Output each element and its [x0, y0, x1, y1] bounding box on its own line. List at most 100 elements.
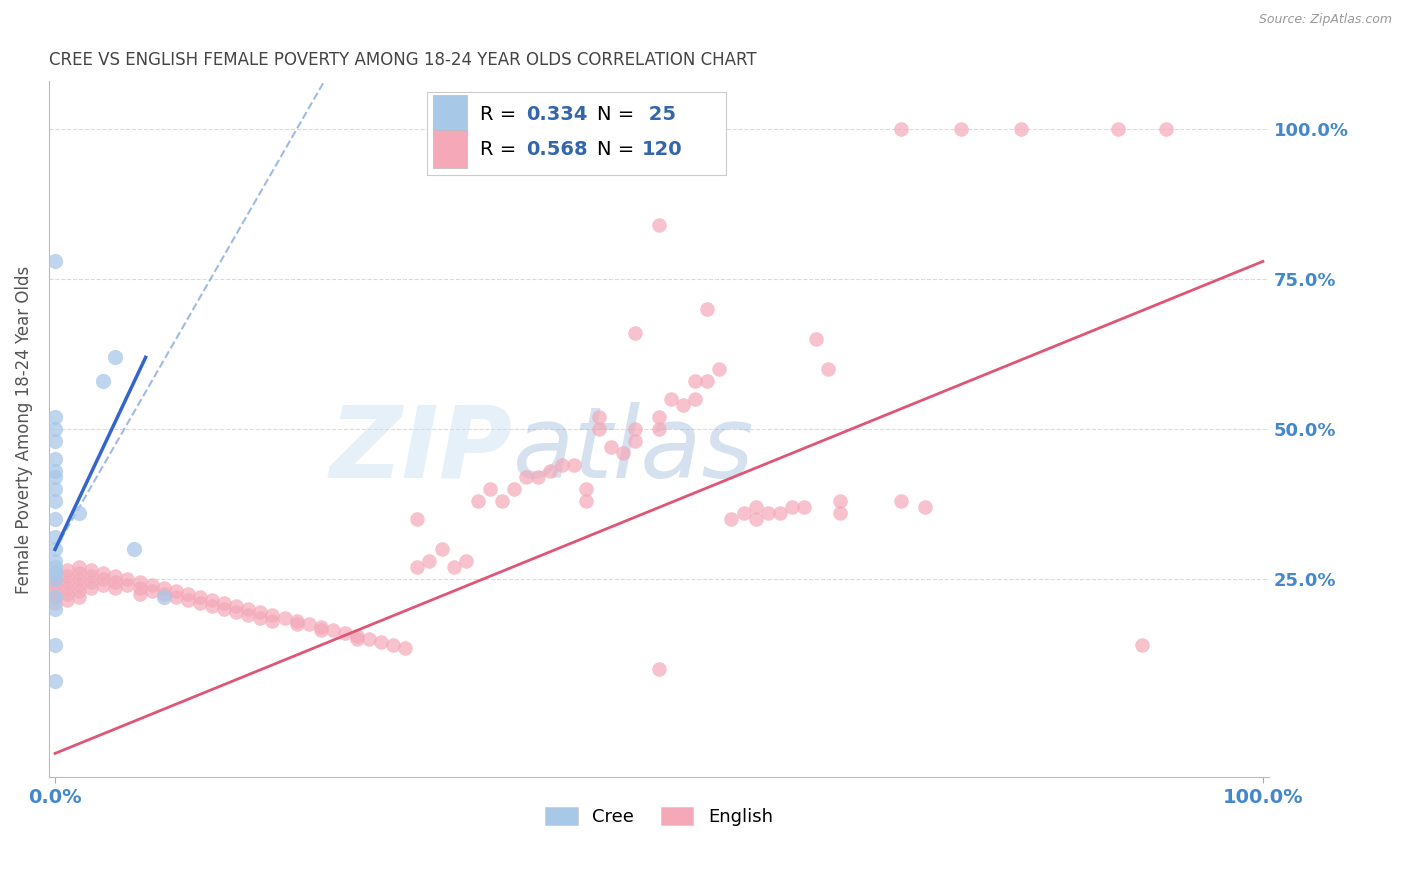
Point: [44, 542, 66, 557]
Point: [949, 122, 972, 136]
Point: [273, 611, 295, 625]
Point: [599, 441, 621, 455]
Point: [165, 591, 187, 605]
Point: [104, 351, 127, 365]
Point: [225, 606, 247, 620]
Point: [238, 608, 260, 623]
Point: [80, 563, 103, 577]
Point: [44, 674, 66, 689]
Point: [696, 375, 718, 389]
Point: [830, 494, 852, 508]
Point: [262, 608, 284, 623]
Point: [56, 575, 79, 590]
Point: [67, 507, 90, 521]
Point: [333, 626, 356, 640]
Text: N =: N =: [596, 140, 640, 159]
Point: [128, 575, 150, 590]
Y-axis label: Female Poverty Among 18-24 Year Olds: Female Poverty Among 18-24 Year Olds: [15, 265, 32, 593]
Point: [720, 512, 742, 526]
Point: [623, 326, 645, 341]
Point: [623, 434, 645, 449]
Point: [80, 582, 103, 596]
Point: [44, 566, 66, 581]
Point: [406, 512, 429, 526]
Point: [285, 617, 308, 632]
Point: [564, 458, 586, 473]
FancyBboxPatch shape: [433, 130, 467, 169]
Point: [165, 584, 187, 599]
Point: [44, 494, 66, 508]
Point: [454, 554, 477, 568]
Point: [322, 624, 344, 638]
Point: [141, 584, 163, 599]
Point: [659, 392, 682, 407]
Point: [793, 500, 815, 515]
Point: [104, 582, 127, 596]
Point: [104, 575, 127, 590]
Point: [67, 573, 90, 587]
Point: [152, 587, 174, 601]
Point: [709, 362, 731, 376]
Text: CREE VS ENGLISH FEMALE POVERTY AMONG 18-24 YEAR OLDS CORRELATION CHART: CREE VS ENGLISH FEMALE POVERTY AMONG 18-…: [49, 51, 756, 69]
Point: [575, 483, 598, 497]
Point: [177, 593, 200, 607]
Text: 120: 120: [643, 140, 682, 159]
Point: [44, 464, 66, 478]
Point: [56, 563, 79, 577]
Text: ZIP: ZIP: [329, 401, 513, 499]
Point: [515, 470, 537, 484]
Point: [122, 542, 145, 557]
Point: [56, 569, 79, 583]
Point: [1010, 122, 1032, 136]
Point: [769, 507, 792, 521]
Point: [67, 566, 90, 581]
Point: [683, 375, 706, 389]
Point: [44, 566, 66, 581]
Point: [128, 587, 150, 601]
Point: [817, 362, 839, 376]
Point: [1130, 639, 1153, 653]
Point: [467, 494, 489, 508]
Point: [503, 483, 526, 497]
Point: [890, 122, 912, 136]
Point: [104, 569, 127, 583]
Point: [117, 578, 139, 592]
Point: [188, 596, 211, 610]
Point: [612, 446, 634, 460]
Point: [394, 641, 416, 656]
Point: [152, 591, 174, 605]
Point: [249, 606, 271, 620]
Point: [588, 410, 610, 425]
Point: [346, 632, 368, 647]
Point: [44, 470, 66, 484]
Point: [575, 494, 598, 508]
Point: [238, 602, 260, 616]
Point: [44, 254, 66, 268]
Point: [91, 375, 114, 389]
FancyBboxPatch shape: [433, 95, 467, 134]
Point: [443, 560, 465, 574]
Point: [56, 593, 79, 607]
Text: 0.568: 0.568: [526, 140, 588, 159]
Point: [588, 422, 610, 436]
Point: [56, 587, 79, 601]
Point: [298, 617, 321, 632]
Point: [44, 578, 66, 592]
FancyBboxPatch shape: [427, 92, 725, 176]
Point: [91, 566, 114, 581]
Point: [44, 512, 66, 526]
Point: [44, 591, 66, 605]
Point: [478, 483, 501, 497]
Point: [44, 422, 66, 436]
Point: [56, 582, 79, 596]
Point: [44, 530, 66, 544]
Point: [44, 573, 66, 587]
Point: [44, 560, 66, 574]
Point: [309, 624, 332, 638]
Point: [141, 578, 163, 592]
Point: [890, 494, 912, 508]
Text: R =: R =: [479, 105, 522, 124]
Point: [44, 483, 66, 497]
Point: [212, 602, 235, 616]
Point: [285, 615, 308, 629]
